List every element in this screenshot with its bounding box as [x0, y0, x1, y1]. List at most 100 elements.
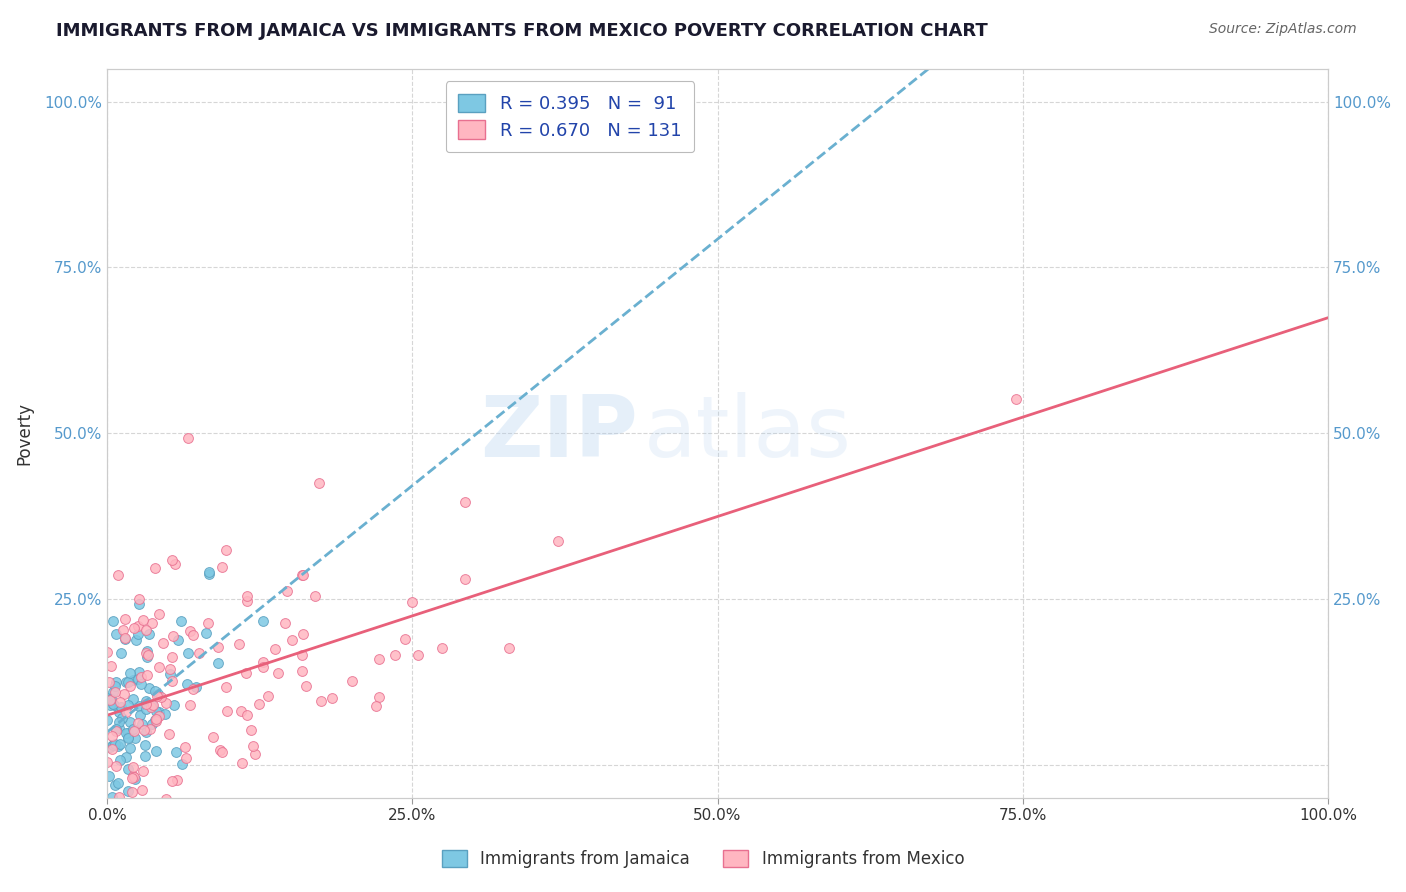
Point: [177, 431, 200, 445]
Point: [368, 690, 391, 704]
Point: [148, 708, 170, 723]
Point: [236, 708, 259, 723]
Point: [141, 698, 163, 713]
Point: [155, 696, 177, 710]
Point: [120, 666, 142, 681]
Point: [239, 723, 262, 737]
Point: [252, 614, 274, 628]
Point: [198, 566, 221, 581]
Point: [128, 698, 150, 713]
Point: [141, 615, 163, 630]
Point: [115, 675, 138, 690]
Point: [121, 771, 143, 785]
Point: [134, 749, 156, 764]
Point: [104, 737, 127, 751]
Point: [291, 648, 314, 663]
Point: [181, 627, 204, 641]
Point: [163, 558, 186, 572]
Point: [110, 737, 132, 751]
Point: [136, 648, 159, 663]
Point: [129, 670, 152, 684]
Point: [117, 698, 139, 713]
Point: [117, 674, 139, 689]
Point: [135, 623, 157, 637]
Point: [101, 615, 124, 629]
Point: [384, 648, 406, 663]
Point: [103, 698, 125, 712]
Point: [100, 692, 122, 706]
Point: [108, 721, 131, 735]
Point: [100, 742, 122, 756]
Point: [120, 740, 142, 755]
Point: [280, 632, 302, 647]
Point: [135, 667, 157, 681]
Point: [163, 698, 186, 713]
Point: [291, 567, 314, 582]
Text: Source: ZipAtlas.com: Source: ZipAtlas.com: [1209, 22, 1357, 37]
Point: [105, 627, 128, 641]
Point: [231, 756, 253, 770]
Point: [97, 838, 120, 852]
Point: [122, 723, 145, 737]
Point: [308, 475, 330, 490]
Point: [498, 640, 520, 655]
Point: [105, 724, 128, 739]
Point: [135, 694, 157, 708]
Point: [247, 698, 270, 712]
Point: [236, 589, 259, 603]
Legend: R = 0.395   N =  91, R = 0.670   N = 131: R = 0.395 N = 91, R = 0.670 N = 131: [446, 81, 695, 153]
Point: [141, 716, 163, 731]
Point: [547, 533, 569, 548]
Point: [108, 753, 131, 767]
Point: [176, 676, 198, 690]
Point: [159, 662, 181, 676]
Point: [117, 762, 139, 776]
Point: [157, 727, 180, 741]
Point: [172, 757, 194, 772]
Point: [98, 675, 121, 690]
Point: [131, 676, 153, 690]
Point: [96, 713, 118, 727]
Point: [114, 726, 136, 740]
Point: [111, 624, 134, 638]
Point: [394, 632, 416, 646]
Point: [179, 624, 201, 638]
Point: [165, 746, 187, 760]
Point: [183, 682, 205, 697]
Point: [104, 722, 127, 736]
Point: [150, 690, 173, 705]
Point: [104, 679, 127, 693]
Point: [118, 679, 141, 693]
Point: [117, 730, 139, 744]
Point: [101, 738, 124, 752]
Point: [454, 572, 477, 586]
Point: [146, 687, 169, 701]
Point: [274, 615, 297, 630]
Point: [252, 660, 274, 674]
Point: [145, 714, 167, 728]
Point: [98, 693, 121, 707]
Point: [108, 789, 131, 804]
Point: [366, 698, 388, 713]
Point: [211, 746, 233, 760]
Point: [264, 641, 287, 656]
Point: [160, 773, 183, 788]
Point: [141, 699, 163, 714]
Point: [207, 657, 229, 671]
Point: [124, 724, 146, 739]
Point: [107, 739, 129, 753]
Point: [160, 650, 183, 665]
Point: [110, 699, 132, 714]
Point: [291, 568, 314, 582]
Point: [207, 640, 229, 654]
Point: [142, 698, 165, 712]
Point: [135, 724, 157, 739]
Point: [153, 706, 176, 721]
Point: [294, 679, 316, 693]
Point: [202, 730, 225, 744]
Point: [146, 708, 169, 723]
Point: [114, 631, 136, 645]
Point: [198, 565, 221, 579]
Point: [121, 759, 143, 773]
Point: [111, 710, 134, 724]
